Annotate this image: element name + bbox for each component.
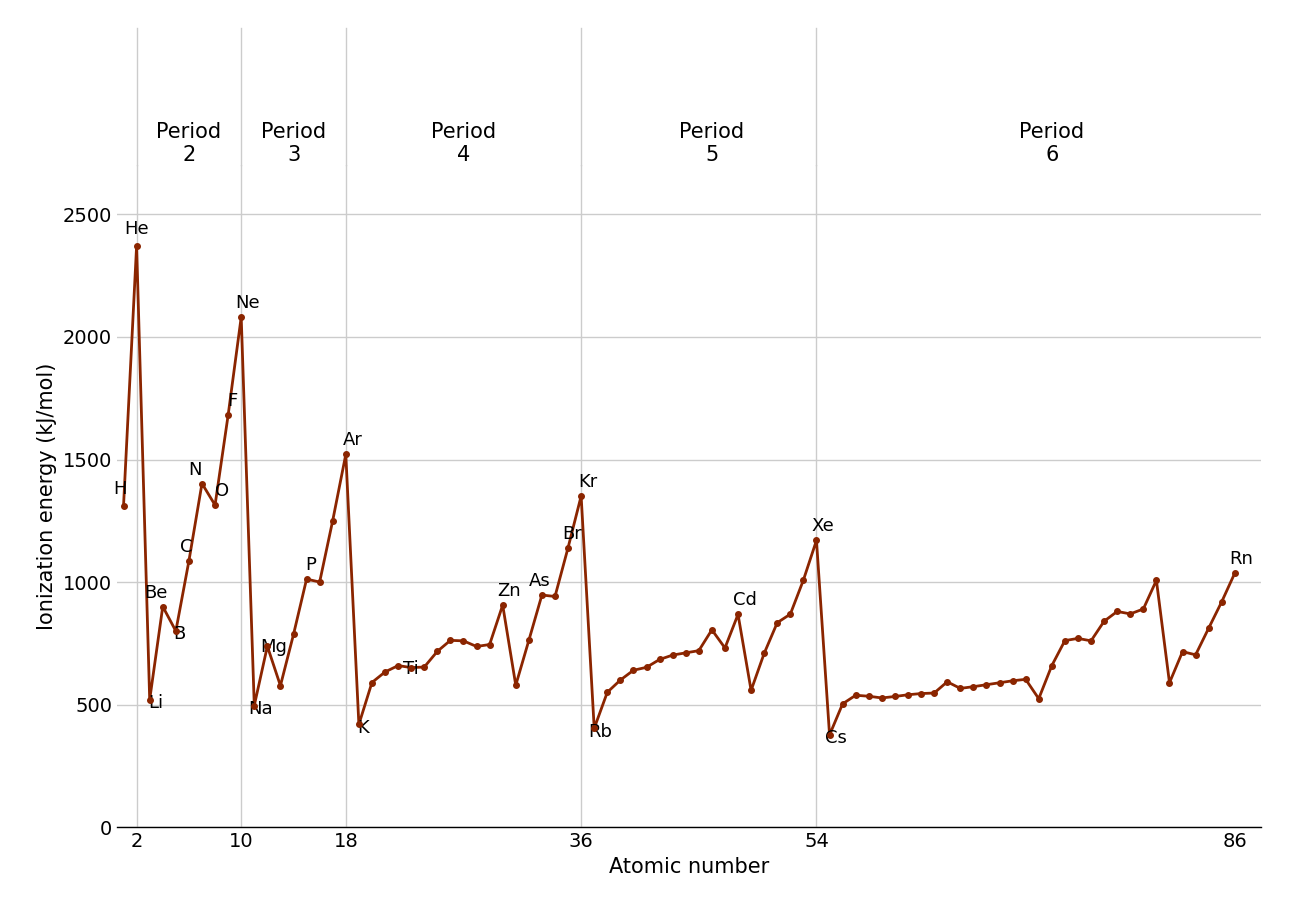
Text: K: K (358, 719, 369, 737)
Text: Period
6: Period 6 (1019, 122, 1084, 165)
Text: Mg: Mg (260, 638, 287, 656)
X-axis label: Atomic number: Atomic number (608, 857, 770, 877)
Text: As: As (528, 573, 550, 590)
Text: P: P (306, 556, 316, 574)
Text: Be: Be (144, 584, 168, 602)
Text: Kr: Kr (578, 473, 597, 491)
Text: Ti: Ti (403, 660, 419, 678)
Y-axis label: Ionization energy (kJ/mol): Ionization energy (kJ/mol) (38, 363, 57, 630)
Text: Ar: Ar (342, 431, 363, 449)
Text: F: F (227, 392, 237, 410)
Text: N: N (188, 460, 203, 479)
Text: Cs: Cs (826, 729, 848, 747)
Text: Na: Na (248, 699, 273, 718)
Text: H: H (113, 481, 126, 498)
Text: Rb: Rb (589, 722, 612, 741)
Text: Li: Li (148, 694, 164, 712)
Text: Zn: Zn (498, 582, 521, 600)
Text: He: He (125, 221, 150, 238)
Text: Xe: Xe (811, 517, 835, 536)
Text: Cd: Cd (733, 592, 757, 609)
Text: B: B (174, 625, 186, 643)
Text: Rn: Rn (1230, 550, 1253, 568)
Text: Period
3: Period 3 (261, 122, 326, 165)
Text: Br: Br (562, 525, 582, 543)
Text: O: O (214, 482, 229, 500)
Text: C: C (179, 538, 192, 556)
Text: Period
5: Period 5 (680, 122, 745, 165)
Text: Period
4: Period 4 (430, 122, 497, 165)
Text: Ne: Ne (235, 294, 260, 312)
Text: Period
2: Period 2 (156, 122, 221, 165)
